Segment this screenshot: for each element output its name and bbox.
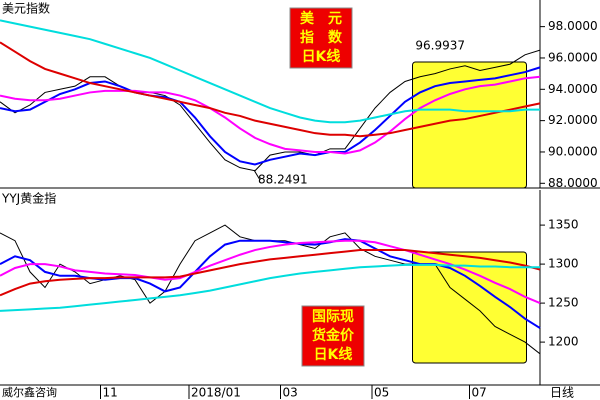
line-series <box>0 249 541 297</box>
x-tick-label: 03 <box>283 386 298 400</box>
panel-title: YYJ黄金指 <box>1 191 56 206</box>
highlight-zone <box>412 251 527 364</box>
y-tick-label: 1350 <box>548 218 579 232</box>
label-box <box>289 7 353 69</box>
label-box-text: 货金价 <box>311 327 355 344</box>
panel-title: 美元指数 <box>2 1 50 16</box>
label-box-text: 指 数 <box>300 29 343 46</box>
annotation: 96.9937 <box>415 39 465 53</box>
y-tick-label: 1250 <box>548 296 579 310</box>
label-box <box>301 305 365 367</box>
x-tick-label: 07 <box>472 386 487 400</box>
source: 威尔鑫咨询 <box>2 385 57 399</box>
y-tick-label: 90.0000 <box>548 144 598 158</box>
line-series <box>0 41 541 138</box>
line-series <box>0 239 541 305</box>
line-series <box>0 19 540 124</box>
label-box-text: 日K线 <box>314 346 353 363</box>
label-box-text: 国际现 <box>312 309 354 325</box>
y-tick-label: 98.0000 <box>548 19 598 33</box>
line-series <box>0 263 540 312</box>
label-box-text: 日K线 <box>302 48 341 65</box>
x-tick-label: 2018/01 <box>191 386 241 400</box>
y-tick-label: 92.0000 <box>548 113 598 127</box>
y-tick-label: 1200 <box>548 335 579 349</box>
x-axis-label: 日线 <box>550 386 574 400</box>
label-box-text: 美 元 <box>300 10 342 27</box>
x-tick-label: 11 <box>103 386 118 400</box>
x-tick-label: 05 <box>374 386 389 400</box>
annotation-leader <box>253 169 261 181</box>
line-series <box>0 75 541 155</box>
annotation: 88.2491 <box>258 173 308 187</box>
y-tick-label: 94.0000 <box>548 82 598 96</box>
y-tick-label: 96.0000 <box>548 50 598 64</box>
y-tick-label: 88.0000 <box>548 176 598 190</box>
line-series <box>0 49 541 172</box>
y-tick-label: 1300 <box>548 257 579 271</box>
